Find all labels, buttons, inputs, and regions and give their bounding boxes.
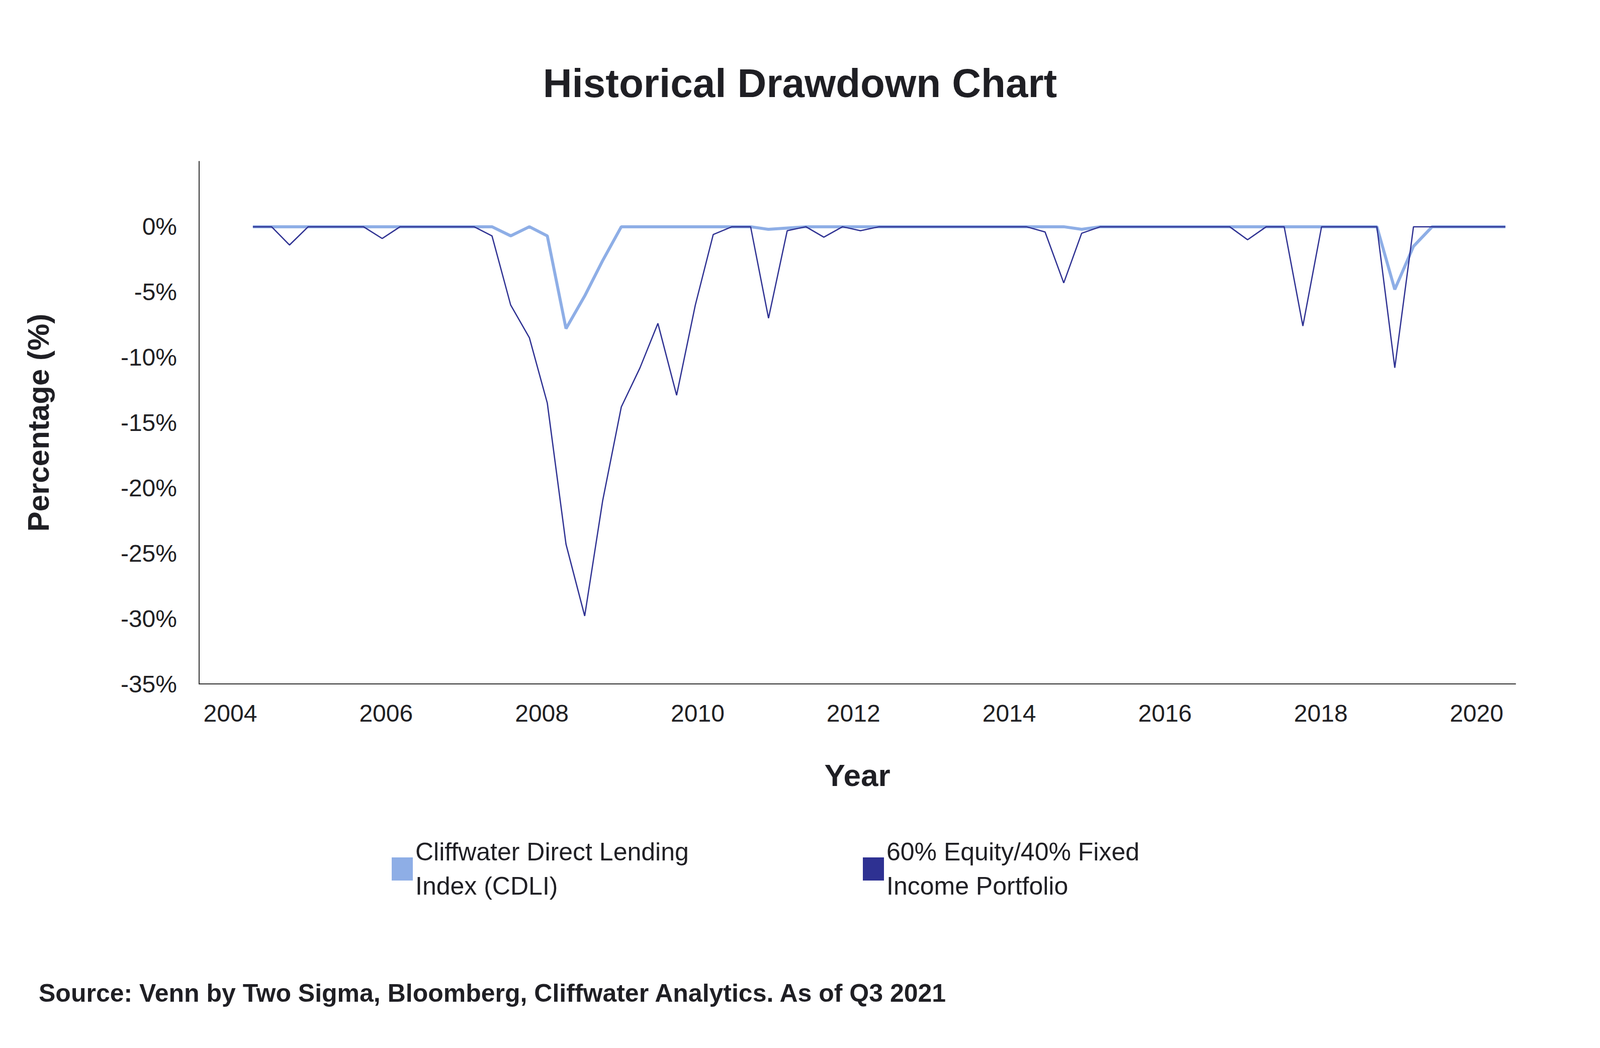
svg-text:2004: 2004 [203,699,258,727]
svg-text:-5%: -5% [134,278,177,306]
svg-text:2020: 2020 [1449,699,1504,727]
svg-text:2016: 2016 [1138,699,1193,727]
svg-text:2018: 2018 [1293,699,1348,727]
svg-text:Income Portfolio: Income Portfolio [886,871,1069,901]
svg-text:Source: Venn by Two Sigma, Blo: Source: Venn by Two Sigma, Bloomberg, Cl… [38,979,946,1008]
svg-text:-10%: -10% [120,343,177,371]
svg-text:2008: 2008 [514,699,569,727]
svg-text:60% Equity/40% Fixed: 60% Equity/40% Fixed [886,837,1147,866]
svg-text:-30%: -30% [120,605,177,633]
svg-text:Year: Year [824,757,891,793]
svg-text:Historical Drawdown Chart: Historical Drawdown Chart [543,60,1057,106]
svg-text:0%: 0% [142,213,177,240]
svg-text:Index (CDLI): Index (CDLI) [415,871,558,901]
svg-text:-20%: -20% [120,474,177,502]
svg-text:2006: 2006 [359,699,413,727]
svg-text:-25%: -25% [120,540,177,567]
svg-text:Cliffwater Direct Lending: Cliffwater Direct Lending [415,837,696,866]
svg-text:Percentage (%): Percentage (%) [21,313,56,532]
svg-text:2014: 2014 [982,699,1037,727]
svg-text:2012: 2012 [826,699,881,727]
svg-text:-15%: -15% [120,409,177,436]
svg-text:2010: 2010 [670,699,725,727]
svg-text:-35%: -35% [120,670,177,698]
